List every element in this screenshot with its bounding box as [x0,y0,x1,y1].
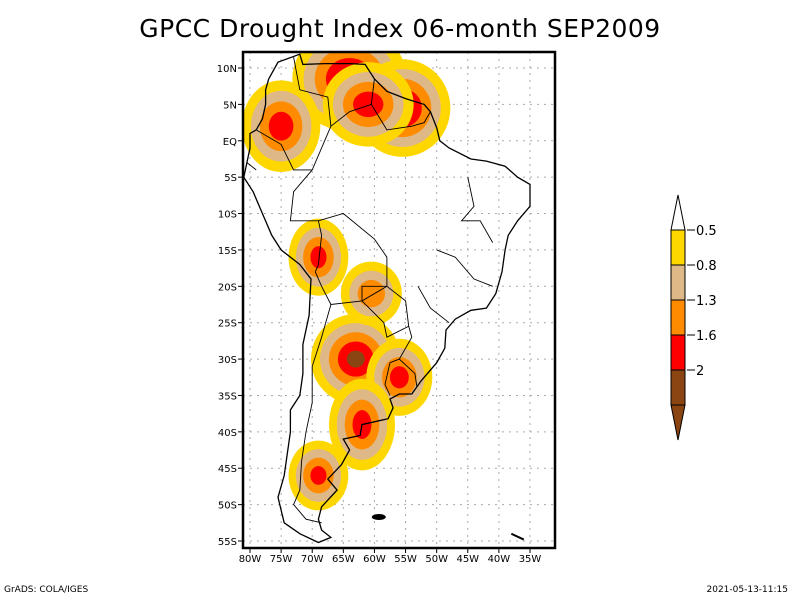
drought-contour-level-3 [310,466,327,485]
coastline [243,53,531,544]
border-line [255,57,332,171]
lon-tick-label: 65W [332,554,355,565]
border-line [384,326,413,396]
lat-tick-label: 5S [224,173,237,184]
border-line [460,177,494,243]
drought-region-paraguay-bolivia [340,261,402,326]
lat-tick-label: 15S [218,246,237,257]
lon-tick-label: 80W [239,554,262,565]
drought-region-central-venezuela [322,62,414,147]
drought-contour-level-3 [310,246,327,269]
footer-timestamp: 2021-05-13-11:15 [706,585,789,595]
lon-tick-label: 75W [270,554,293,565]
drought-contour-level-4 [346,350,365,368]
footer-credit: GrADS: COLA/IGES [4,585,89,595]
border-line [330,78,375,127]
lat-tick-label: 10N [217,64,237,75]
map-frame [241,50,557,550]
border-line [398,358,418,387]
border-line [436,249,493,287]
lat-tick-label: EQ [223,137,237,148]
lon-tick-label: 40W [488,554,511,565]
colorbar: 0.5 0.8 1.3 1.6 2 [670,194,717,441]
colorbar-swatch [670,264,686,301]
border-line [246,162,257,171]
drought-region-colombia-ecuador [243,80,321,173]
lat-tick-label: 5N [223,100,237,111]
border-line [361,285,387,301]
lat-tick-label: 20S [218,282,237,293]
border-line [361,285,410,338]
drought-contour-level-3 [389,366,409,389]
lon-axis: 80W 75W 70W 65W 60W 55W 50W 45W 40W 35W [239,548,542,565]
colorbar-swatch [670,229,686,266]
colorbar-swatch [670,334,686,371]
colorbar-swatch [670,369,686,406]
drought-contour-level-3 [353,91,384,118]
south-georgia-island [510,532,525,541]
colorbar-label: 1.3 [696,294,717,309]
lat-tick-label: 45S [218,464,237,475]
lat-tick-label: 35S [218,391,237,402]
border-line [293,304,332,524]
falklands-island [371,513,386,520]
chart-title: GPCC Drought Index 06-month SEP2009 [139,14,661,43]
drought-region-uruguay-southern-brazil [366,338,433,416]
lat-tick-label: 50S [218,501,237,512]
drought-region-patagonia [288,440,349,511]
lat-tick-label: 30S [218,355,237,366]
border-line [370,104,431,131]
lat-tick-label: 25S [218,319,237,330]
colorbar-swatch [670,299,686,336]
drought-region-southern-peru-bolivia [288,218,349,296]
lat-tick-label: 10S [218,210,237,221]
lat-axis: 10N 5N EQ 5S 10S 15S 20S 25S 30S 35S 40S 45S 50S 55S [217,64,243,548]
coastlines-borders [243,53,531,544]
colorbar-label: 0.5 [696,224,717,239]
colorbar-top-arrow [670,194,686,231]
lon-tick-label: 35W [519,554,542,565]
colorbar-label: 2 [696,364,704,379]
lat-tick-label: 40S [218,428,237,439]
colorbar-label: 1.6 [696,329,717,344]
drought-contour-level-3 [268,111,294,141]
lon-tick-label: 60W [363,554,386,565]
lon-tick-label: 70W [301,554,324,565]
colorbar-bottom-arrow [670,404,686,441]
lon-tick-label: 50W [425,554,448,565]
lat-tick-label: 55S [218,537,237,548]
border-line [417,286,450,324]
lon-tick-label: 45W [456,554,479,565]
lon-tick-label: 55W [394,554,417,565]
colorbar-label: 0.8 [696,259,717,274]
